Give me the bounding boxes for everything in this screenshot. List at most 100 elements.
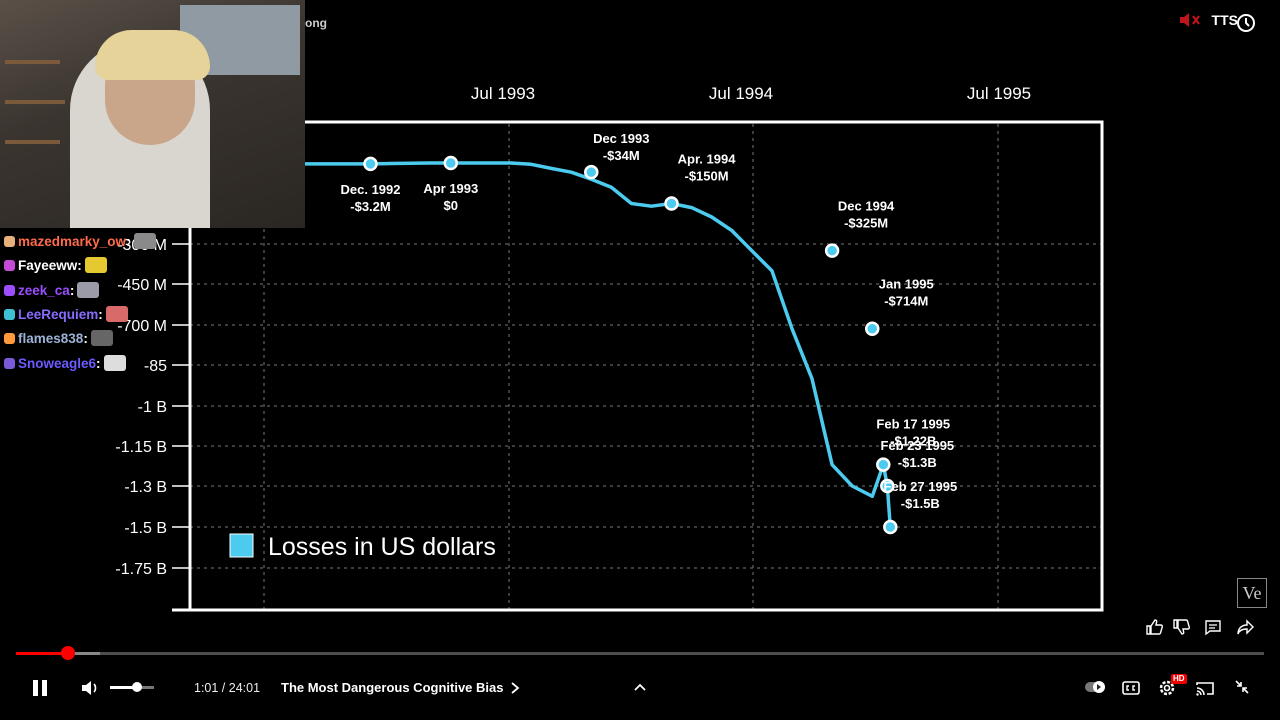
y-tick-label: -85 [144, 358, 167, 375]
data-point [363, 156, 378, 172]
legend-swatch [229, 533, 254, 558]
progress-track[interactable] [16, 652, 1264, 655]
annotation-value: -$1.22B [890, 434, 936, 449]
chat-message: Fayeeww: [4, 257, 107, 274]
share-icon[interactable] [1236, 618, 1254, 636]
tts-label: TTS [1211, 12, 1238, 28]
chat-message: mazedmarky_ow: [4, 233, 156, 249]
volume-knob[interactable] [132, 682, 142, 692]
y-tick-label: -1.15 B [115, 439, 167, 456]
chat-message: flames838: [4, 330, 113, 347]
series-line-losses [304, 161, 893, 528]
shelf [5, 60, 60, 64]
y-tick-label: -1.75 B [115, 561, 167, 578]
x-tick-label: Jul 1993 [471, 84, 535, 103]
x-tick-labels: Jul 1993 Jul 1994 Jul 1995 [471, 84, 1031, 103]
x-tick-label: Jul 1995 [967, 84, 1031, 103]
annotation-value: -$34M [603, 148, 640, 163]
data-point [883, 519, 898, 535]
shelf [5, 100, 65, 104]
chat-badge-icon [4, 284, 15, 296]
shelf [5, 140, 60, 144]
annotation-date: Dec 1994 [838, 199, 895, 214]
dislike-icon[interactable] [1172, 618, 1190, 636]
clock-icon [1237, 14, 1255, 32]
chart-frame [188, 120, 1104, 612]
chat-message: LeeRequiem: [4, 305, 128, 322]
data-point [584, 164, 599, 180]
annotation-date: Dec. 1992 [341, 182, 401, 197]
chat-emote [133, 233, 156, 249]
chat-badge-icon [4, 236, 15, 247]
annotation-date: Apr 1993 [423, 181, 478, 196]
chat-username: zeek_ca [18, 282, 70, 298]
chat-username: mazedmarky_ow [18, 234, 127, 249]
chat-username: LeeRequiem [18, 306, 99, 322]
exit-fullscreen-icon[interactable] [1234, 679, 1250, 695]
chat-username: Fayeeww [18, 258, 78, 274]
data-point [876, 457, 891, 472]
annotation-value: -$1.3B [898, 455, 937, 470]
annotation-date: Apr. 1994 [678, 152, 737, 167]
annotations: Dec. 1992 -$3.2M Apr 1993 $0 Dec 1993 -$34M Ap… [341, 131, 958, 511]
annotation-date: Feb 17 1995 [876, 417, 950, 432]
hd-badge: HD [1171, 674, 1187, 684]
pause-icon[interactable] [31, 679, 49, 697]
x-tick-label: Jul 1994 [709, 84, 773, 103]
annotation-value: -$3.2M [350, 199, 390, 214]
chat-username: flames838 [18, 331, 84, 347]
settings-gear-icon[interactable] [1158, 679, 1176, 697]
data-point [443, 155, 459, 171]
chat-emote [84, 257, 107, 274]
chat-emote [77, 281, 100, 298]
chat-badge-icon [4, 260, 15, 272]
annotation-date: Feb 27 1995 [883, 479, 957, 494]
legend-label: Losses in US dollars [268, 533, 496, 561]
volume-icon[interactable] [81, 679, 101, 697]
webcam-overlay [0, 0, 305, 228]
chat-badge-icon [4, 333, 15, 345]
chat-emote [103, 354, 126, 371]
data-point [880, 478, 895, 494]
y-tick-label: -450 M [117, 277, 167, 294]
y-tick-label: -1.5 B [124, 520, 167, 537]
chat-badge-icon [4, 357, 15, 369]
volume-level [110, 686, 136, 689]
annotation-value: -$714M [884, 294, 928, 309]
chevron-right-icon[interactable] [509, 681, 521, 695]
y-tick-label: -700 M [117, 318, 167, 335]
chat-username: Snoweagle6 [18, 355, 97, 371]
annotation-date: Feb 23 1995 [880, 438, 954, 453]
annotation-date: Jan 1995 [879, 277, 934, 292]
progress-scrubber[interactable] [61, 646, 75, 660]
chat-emote [90, 330, 113, 347]
time-display: 1:01 / 24:01 [194, 681, 261, 695]
chat-emote [105, 305, 128, 322]
chat-message: zeek_ca: [4, 281, 100, 298]
channel-watermark[interactable]: Ve [1237, 578, 1267, 608]
chevron-up-icon[interactable] [633, 682, 647, 692]
data-points [363, 155, 898, 535]
data-point [865, 321, 880, 336]
annotation-date: Dec 1993 [593, 131, 649, 146]
captions-icon[interactable] [1122, 680, 1140, 696]
chart-grid [172, 124, 1102, 612]
y-tick-label: -1 B [138, 399, 167, 416]
progress-played [16, 652, 68, 655]
cast-icon[interactable] [1196, 680, 1214, 696]
y-tick-label: -1.3 B [124, 479, 167, 496]
comment-icon[interactable] [1204, 618, 1222, 636]
annotation-value: -$325M [844, 216, 888, 231]
data-point [664, 196, 679, 211]
annotation-value: -$150M [685, 169, 729, 184]
chat-badge-icon [4, 308, 15, 320]
annotation-value: $0 [444, 198, 458, 213]
y-tick-labels: -300 M-450 M-700 M-85-1 B-1.15 B-1.3 B-1… [115, 237, 190, 578]
video-title[interactable]: The Most Dangerous Cognitive Bias [281, 680, 504, 695]
chat-message: Snoweagle6: [4, 354, 126, 371]
song-overlay-text: ong [305, 16, 327, 30]
streamer-hair [95, 30, 210, 80]
data-point [824, 243, 840, 258]
like-icon[interactable] [1145, 618, 1163, 636]
autoplay-toggle-icon[interactable] [1084, 679, 1106, 695]
